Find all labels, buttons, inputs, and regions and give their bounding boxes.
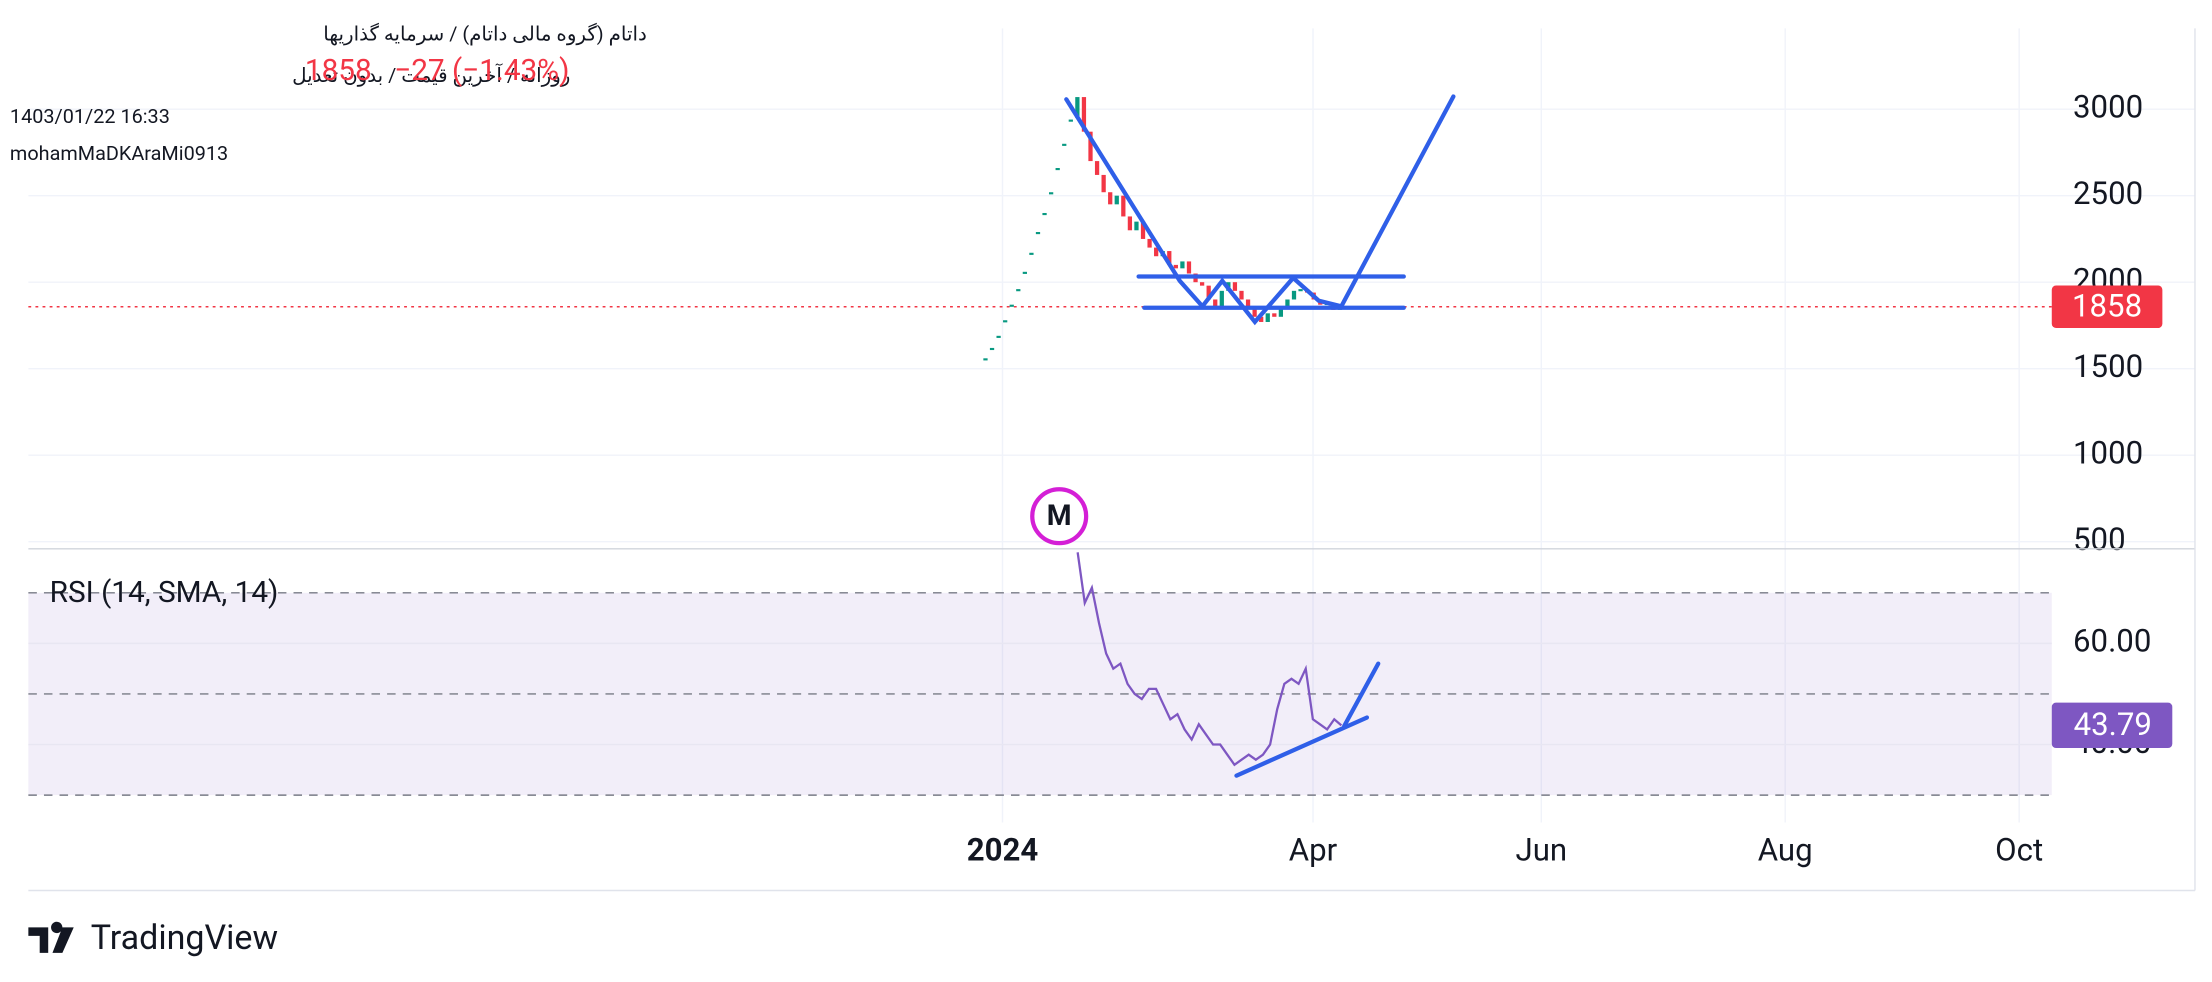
x-tick-label: Jun: [1515, 831, 1567, 868]
candle: [1016, 289, 1021, 292]
candle: [1075, 97, 1080, 118]
candle: [1186, 261, 1192, 274]
x-tick-label: Oct: [1995, 831, 2043, 868]
candle: [1252, 308, 1257, 317]
candle: [1101, 174, 1106, 193]
datetime: 1403/01/22 16:33: [10, 105, 170, 128]
x-tick-label: Aug: [1758, 831, 1813, 868]
candle: [1245, 299, 1251, 309]
candle: [1062, 143, 1067, 146]
candle: [996, 335, 1001, 338]
candle: [1206, 285, 1211, 300]
candle: [1081, 97, 1087, 132]
y-tick-label: 1000: [2073, 434, 2143, 471]
candle: [1167, 251, 1172, 265]
y-tick-label: 1500: [2073, 348, 2143, 385]
candle: [1298, 289, 1303, 292]
candle: [1232, 282, 1238, 291]
candle: [1285, 299, 1290, 309]
logo: [28, 921, 74, 953]
candle: [1121, 195, 1126, 217]
rsi-tick-label: 60.00: [2073, 623, 2151, 660]
candle: [1114, 195, 1119, 205]
y-tick-label: 3000: [2073, 88, 2143, 125]
trend-drawings: [1064, 94, 1456, 778]
candle: [1127, 216, 1133, 231]
candle: [1199, 282, 1205, 286]
candle: [1055, 168, 1060, 171]
candle: [1134, 221, 1139, 231]
rsi-last-label: 43.79: [2074, 706, 2152, 743]
y-tick-label: 2500: [2073, 175, 2143, 212]
rsi-title: RSI (14, SMA, 14): [50, 575, 279, 610]
plot-layer: 2024AprJunAugOct500100015002000250030004…: [28, 28, 2195, 868]
rsi-badge: [2051, 702, 2173, 749]
candle: [1278, 308, 1284, 317]
rsi-line: [1076, 552, 1343, 767]
candle: [1088, 131, 1093, 162]
last-price-badge: [2051, 285, 2163, 329]
candle: [1068, 119, 1073, 122]
x-tick-label: 2024: [967, 831, 1039, 868]
marker-circle: [1030, 487, 1089, 546]
candle: [1213, 299, 1218, 309]
candle: [983, 358, 988, 361]
candle: [1048, 192, 1054, 195]
candle: [1035, 232, 1041, 235]
settings: روزانه / آخرین قیمت / بدون تعدیل: [292, 63, 570, 87]
candle: [1147, 238, 1152, 248]
y-tick-label: 500: [2073, 521, 2126, 558]
candle: [1219, 290, 1224, 309]
candle: [1042, 212, 1047, 216]
candle: [1239, 290, 1244, 300]
candle: [1291, 290, 1297, 300]
symbol-title: داتام (گروه مالی داتام) / سرمایه گذاریها: [323, 23, 647, 46]
candle: [1259, 316, 1264, 322]
price-change: −27 (−1.43%): [394, 53, 569, 88]
brand: TradingView: [91, 918, 278, 958]
candle: [1108, 192, 1113, 205]
candle: [1265, 313, 1270, 322]
candle: [1140, 221, 1146, 239]
candle: [1272, 313, 1277, 317]
marker-label: M: [1047, 499, 1072, 532]
candle: [1173, 264, 1178, 269]
candle: [989, 347, 995, 351]
x-tick-label: Apr: [1289, 831, 1338, 868]
last-price-header: 1858: [305, 53, 372, 88]
candle: [1022, 271, 1027, 274]
author: mohamMaDKAraMi0913: [10, 142, 228, 165]
candle: [1094, 161, 1100, 175]
candle: [1154, 247, 1159, 257]
last-price-label: 1858: [2072, 287, 2142, 324]
candle: [1029, 252, 1034, 255]
candle: [1003, 320, 1008, 323]
candle: [1180, 261, 1185, 269]
candle: [1009, 304, 1014, 307]
